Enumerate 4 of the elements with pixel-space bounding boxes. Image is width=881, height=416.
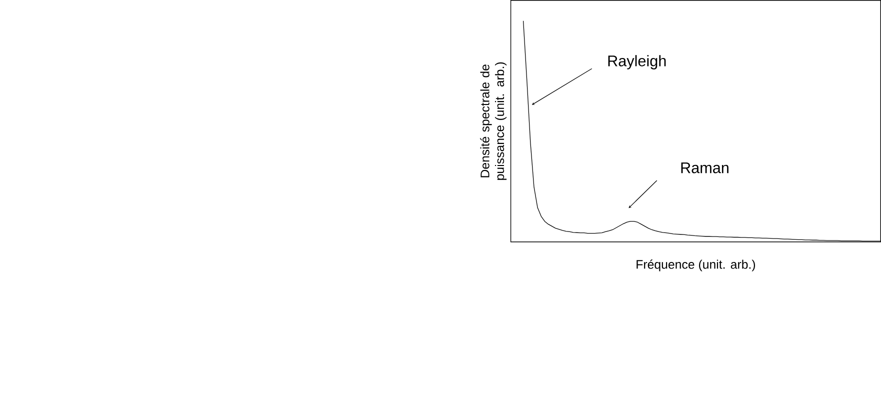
- y-axis-title: Densité spectrale de puissance (unit. arb.): [480, 62, 507, 180]
- annotation: Raman: [681, 162, 728, 173]
- x-axis-title: Fréquence (unit. arb.): [636, 259, 756, 272]
- annotation: Rayleigh: [608, 54, 666, 70]
